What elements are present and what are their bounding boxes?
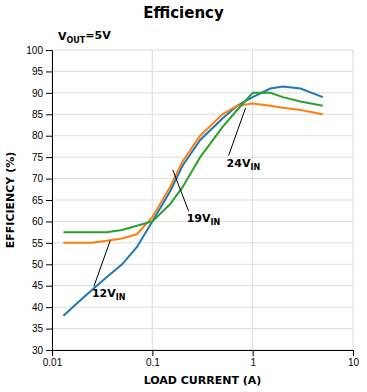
y-axis-tick-label: 35 [32, 323, 44, 334]
subtitle-subscript: OUT [67, 36, 86, 45]
y-axis-tick-label: 95 [32, 66, 44, 77]
lines [63, 86, 322, 315]
x-axis-tick-label: 1 [250, 357, 256, 368]
grid-line-y [52, 307, 353, 308]
y-axis-tick: 70 [32, 173, 52, 184]
y-axis-tick-mark [46, 350, 52, 351]
annotation-subscript: IN [250, 162, 260, 171]
series-line [63, 86, 322, 315]
grid-line-y [52, 200, 353, 201]
y-axis-tick: 55 [32, 238, 52, 249]
plot: 0.01 0.1 1 10 30 35 40 45 50 55 60 65 70 75 80 85 90 95 10… [26, 45, 359, 368]
y-axis-tick-label: 30 [32, 345, 44, 356]
y-axis-tick: 50 [32, 259, 52, 270]
x-axis-tick-label: 10 [348, 357, 360, 368]
y-axis-tick-label: 50 [32, 259, 44, 270]
y-axis-tick: 100 [26, 45, 52, 56]
x-axis-tick-label: 0.1 [146, 357, 160, 368]
x-axis-tick-label: 0.01 [43, 357, 63, 368]
annotation-text: 24V [227, 157, 251, 170]
y-axis-tick: 45 [32, 280, 52, 291]
grid-line-y [52, 135, 353, 136]
grid-line-y [52, 178, 353, 179]
y-axis-tick-label: 80 [32, 130, 44, 141]
x-axis-tick: 10 [348, 350, 360, 368]
annotation-line [229, 108, 246, 156]
y-axis-tick: 90 [32, 88, 52, 99]
subtitle-suffix: =5V [85, 29, 111, 42]
grid-line-y [52, 114, 353, 115]
series-line [63, 104, 322, 243]
y-axis-tick-label: 90 [32, 88, 44, 99]
y-axis-tick-label: 75 [32, 152, 44, 163]
y-axis-tick-mark [46, 50, 52, 51]
y-axis-tick-mark [46, 93, 52, 94]
annotation-text: 12V [92, 287, 116, 300]
grid-line-y [52, 50, 353, 51]
y-axis-tick: 80 [32, 130, 52, 141]
y-axis-tick-mark [46, 221, 52, 222]
annotation-subscript: IN [116, 293, 126, 302]
y-axis-tick: 65 [32, 195, 52, 206]
grid [52, 50, 353, 350]
x-axis-line [53, 351, 354, 357]
grid-line-y [52, 92, 353, 93]
annotation: 24VIN [227, 157, 261, 172]
y-axis-tick: 40 [32, 302, 52, 313]
subtitle: VOUT=5V [58, 29, 111, 45]
x-axis-tick-mark [253, 350, 254, 356]
annotation: 12VIN [92, 287, 126, 302]
chart: Efficiency VOUT=5V 0.01 0.1 1 10 30 35 40 45 50 55 6… [0, 0, 367, 392]
x-axis-tick-mark [152, 350, 153, 356]
series-line [63, 93, 322, 232]
x-axis-tick: 0.1 [146, 350, 160, 368]
grid-line-y [52, 157, 353, 158]
y-axis-tick-mark [46, 307, 52, 308]
y-axis-tick-mark [46, 157, 52, 158]
grid-line-y [52, 71, 353, 72]
x-axis-tick-mark [353, 350, 354, 356]
y-axis-tick-label: 100 [26, 45, 43, 56]
y-axis-tick-label: 65 [32, 195, 44, 206]
annotation: 19VIN [187, 212, 221, 227]
y-axis-tick: 30 [32, 345, 52, 356]
title: Efficiency [143, 4, 224, 22]
y-axis-tick-label: 55 [32, 238, 44, 249]
y-axis-tick-mark [46, 71, 52, 72]
annotation-line [173, 170, 189, 211]
grid-line-y [52, 328, 353, 329]
annotation-subscript: IN [211, 218, 221, 227]
annotations: 24VIN19VIN12VIN [92, 108, 260, 302]
y-axis-tick-label: 45 [32, 280, 44, 291]
y-axis-tick-label: 70 [32, 173, 44, 184]
annotation-text: 19V [187, 212, 211, 225]
y-axis-tick: 35 [32, 323, 52, 334]
x-axis-label: LOAD CURRENT (A) [144, 374, 262, 387]
y-axis-tick-mark [46, 243, 52, 244]
y-axis-tick-mark [46, 200, 52, 201]
y-axis-tick-label: 85 [32, 109, 44, 120]
y-axis-tick-mark [46, 136, 52, 137]
y-axis-tick: 85 [32, 109, 52, 120]
y-axis: 30 35 40 45 50 55 60 65 70 75 80 85 90 95 100 [26, 45, 52, 356]
y-axis-tick: 95 [32, 66, 52, 77]
annotation-line [94, 241, 110, 287]
y-axis-label: EFFICIENCY (%) [4, 152, 17, 248]
y-axis-tick-mark [46, 114, 52, 115]
y-axis-line [46, 51, 53, 351]
y-axis-tick-mark [46, 286, 52, 287]
y-axis-tick-label: 60 [32, 216, 44, 227]
x-axis-tick: 1 [250, 350, 256, 368]
y-axis-tick-mark [46, 329, 52, 330]
y-axis-tick-mark [46, 264, 52, 265]
grid-line-y [52, 264, 353, 265]
y-axis-tick: 60 [32, 216, 52, 227]
x-axis: 0.01 0.1 1 10 [43, 350, 360, 368]
y-axis-tick: 75 [32, 152, 52, 163]
y-axis-tick-mark [46, 179, 52, 180]
y-axis-tick-label: 40 [32, 302, 44, 313]
x-axis-tick: 0.01 [43, 350, 63, 368]
